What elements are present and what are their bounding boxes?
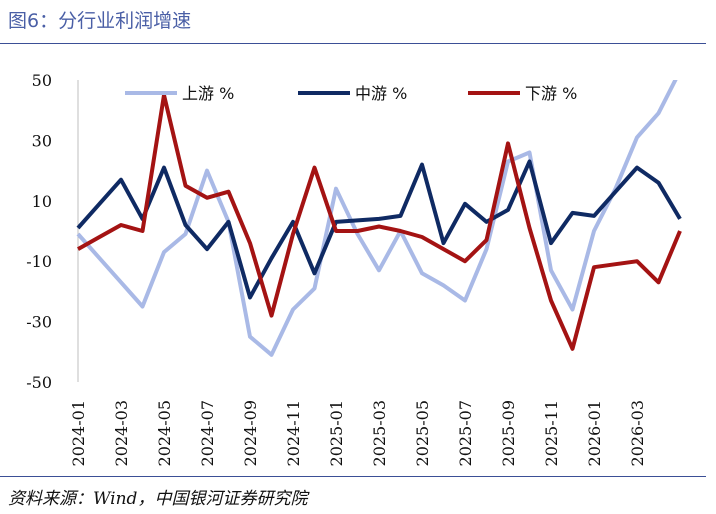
title-rule	[0, 43, 706, 44]
x-tick-label: 2024-01	[69, 400, 88, 466]
x-tick-label: 2025-01	[327, 400, 346, 466]
x-tick-label: 2024-03	[112, 400, 131, 466]
x-tick-label: 2026-01	[585, 400, 604, 466]
y-tick-label: 50	[32, 71, 52, 90]
legend-label-2: 中游 %	[355, 84, 407, 103]
x-tick-label: 2024-05	[155, 400, 174, 466]
y-tick-label: -10	[26, 252, 52, 271]
y-tick-label: -30	[26, 313, 52, 332]
x-tick-label: 2024-07	[198, 400, 217, 466]
source-rule	[0, 476, 706, 477]
series-line-1	[76, 80, 678, 357]
legend-label-1: 上游 %	[182, 84, 234, 103]
x-tick-label: 2025-09	[499, 400, 518, 466]
series-line-2	[76, 159, 682, 300]
x-tick-label: 2025-11	[542, 400, 561, 466]
legend-label-3: 下游 %	[525, 84, 577, 103]
y-tick-label: 30	[32, 131, 52, 150]
series-line-3	[77, 93, 682, 351]
x-tick-label: 2025-05	[413, 400, 432, 466]
x-tick-label: 2024-09	[241, 400, 260, 466]
line-chart: 50 30 10 -10 -30 -50 2024-01 2024-03 2024-05 2024…	[26, 71, 682, 466]
source-note: 资料来源：Wind，中国银河证券研究院	[8, 489, 308, 509]
x-tick-label: 2025-07	[456, 400, 475, 466]
x-tick-label: 2025-03	[370, 400, 389, 466]
y-tick-label: -50	[26, 373, 52, 392]
figure-title: 图6：分行业利润增速	[8, 10, 192, 32]
y-tick-label: 10	[32, 192, 52, 211]
x-tick-label: 2026-03	[628, 400, 647, 466]
x-tick-label: 2024-11	[284, 400, 303, 466]
